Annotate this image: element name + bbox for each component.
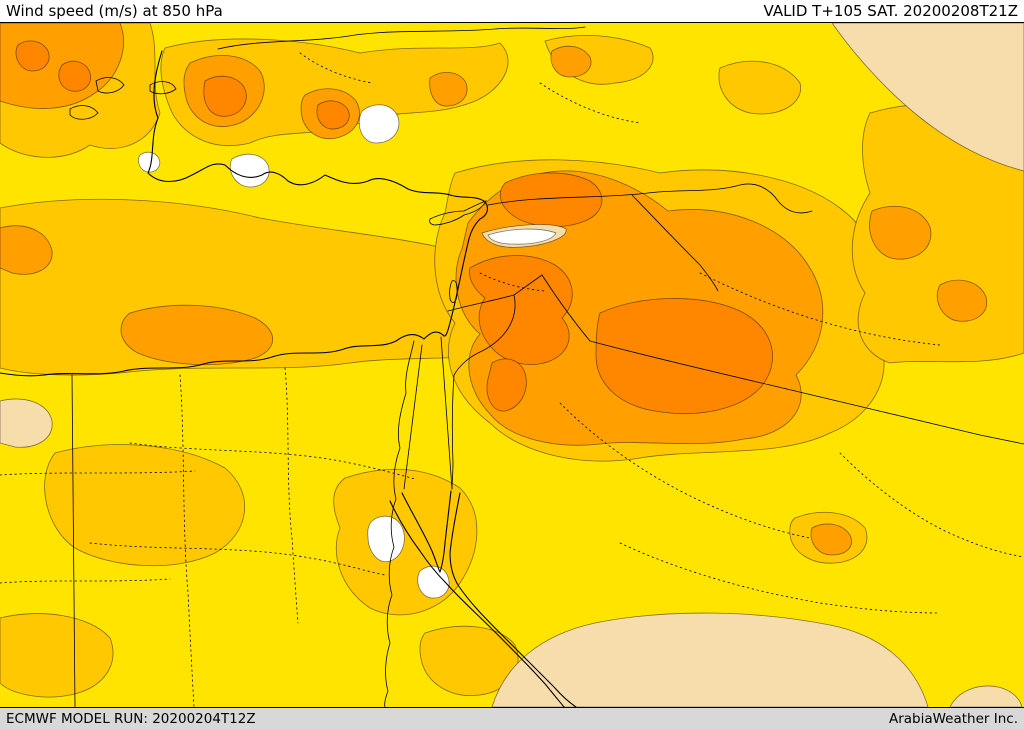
contour-blob bbox=[831, 23, 1024, 172]
contour-blob bbox=[486, 358, 527, 412]
contour-blob bbox=[499, 172, 603, 227]
admin-boundary bbox=[284, 367, 299, 624]
contour-blob bbox=[358, 104, 400, 144]
admin-boundary bbox=[179, 374, 195, 707]
admin-boundaries bbox=[0, 52, 1024, 707]
country-border bbox=[440, 336, 453, 490]
contour-blob bbox=[417, 565, 450, 599]
map-area bbox=[0, 23, 1024, 707]
marmara-outline bbox=[149, 81, 177, 95]
contour-blob bbox=[58, 60, 91, 92]
contour-blob bbox=[810, 523, 852, 556]
contour-blob bbox=[469, 255, 573, 365]
country-border bbox=[631, 194, 719, 292]
country-border bbox=[589, 340, 1024, 445]
contour-blob bbox=[229, 153, 270, 188]
sinai-coast bbox=[401, 490, 452, 573]
country-border bbox=[71, 374, 76, 707]
contour-blob bbox=[138, 151, 161, 173]
contour-blob bbox=[316, 100, 350, 130]
brand-label: ArabiaWeather Inc. bbox=[888, 710, 1018, 727]
contour-blob bbox=[44, 444, 246, 567]
admin-boundary bbox=[479, 272, 546, 292]
nile-river bbox=[384, 340, 415, 707]
mediterranean-coastline bbox=[0, 50, 489, 377]
dead-sea-outline bbox=[449, 280, 458, 303]
contour-blob bbox=[550, 45, 592, 78]
geography-lines bbox=[0, 26, 586, 707]
contour-blob bbox=[936, 279, 988, 322]
admin-boundary bbox=[699, 272, 941, 346]
contour-blob bbox=[429, 72, 468, 107]
contour-layer-deep-orange bbox=[15, 40, 773, 414]
admin-boundary bbox=[129, 442, 416, 480]
contour-blob bbox=[491, 612, 929, 707]
model-run-label: ECMWF MODEL RUN: 20200204T12Z bbox=[6, 710, 256, 727]
contour-layer-white bbox=[138, 104, 557, 599]
contour-blob bbox=[0, 398, 53, 448]
red-sea-east-coast bbox=[449, 492, 577, 707]
aegean-island-outline bbox=[95, 77, 125, 94]
admin-boundary bbox=[559, 402, 811, 539]
header-bar: Wind speed (m/s) at 850 hPa VALID T+105 … bbox=[0, 0, 1024, 23]
contour-blob bbox=[0, 225, 53, 275]
contour-blob bbox=[120, 304, 273, 366]
contour-layer-cream bbox=[0, 23, 1024, 707]
admin-boundary bbox=[0, 578, 171, 584]
admin-boundary bbox=[89, 542, 386, 576]
map-title: Wind speed (m/s) at 850 hPa bbox=[6, 2, 223, 20]
contour-blob bbox=[718, 60, 801, 115]
contour-blob bbox=[487, 228, 557, 245]
contour-blob bbox=[15, 40, 50, 72]
contour-blob bbox=[0, 613, 114, 698]
contour-blob bbox=[419, 625, 519, 697]
contour-blob bbox=[949, 685, 1023, 707]
footer-bar: ECMWF MODEL RUN: 20200204T12Z ArabiaWeat… bbox=[0, 707, 1024, 729]
country-border bbox=[487, 183, 813, 214]
red-sea-west-coast bbox=[389, 500, 565, 707]
admin-boundary bbox=[619, 542, 941, 614]
contour-blob bbox=[203, 75, 247, 117]
suez-canal bbox=[403, 344, 423, 490]
admin-boundary bbox=[539, 82, 641, 124]
cyprus-island-outline bbox=[429, 200, 487, 226]
admin-boundary bbox=[839, 452, 1024, 558]
contour-blob bbox=[869, 205, 932, 260]
wind-map-svg bbox=[0, 23, 1024, 707]
contour-blob bbox=[595, 298, 773, 414]
black-sea-coastline bbox=[217, 26, 586, 50]
admin-boundary bbox=[299, 52, 373, 84]
admin-boundary bbox=[0, 470, 196, 476]
country-borders bbox=[71, 183, 1024, 707]
country-border bbox=[541, 274, 591, 342]
country-border bbox=[451, 294, 516, 490]
aegean-island-outline bbox=[69, 105, 99, 120]
valid-time-label: VALID T+105 SAT. 20200208T21Z bbox=[763, 2, 1018, 20]
